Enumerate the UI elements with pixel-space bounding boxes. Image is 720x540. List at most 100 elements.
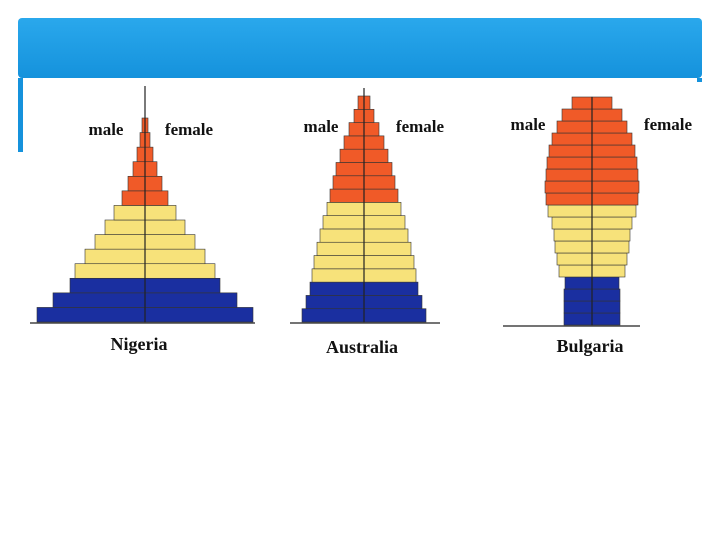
bar-male <box>311 268 365 283</box>
bar-male <box>136 146 146 163</box>
bar-male <box>335 162 365 177</box>
bar-female <box>144 161 158 177</box>
bar-female <box>363 135 385 150</box>
bar-male <box>357 95 365 110</box>
bar-female <box>591 300 621 314</box>
bar-female <box>591 264 626 278</box>
bar-female <box>591 192 639 206</box>
bar-male <box>74 263 146 279</box>
bar-male <box>563 288 593 302</box>
bar-female <box>363 228 409 243</box>
header-accent <box>18 78 23 152</box>
bar-female <box>363 108 375 123</box>
bar-female <box>144 190 169 206</box>
legend-male: male <box>304 117 339 136</box>
bar-female <box>363 95 371 110</box>
bar-female <box>363 241 412 256</box>
bar-male <box>558 264 593 278</box>
bar-female <box>591 144 636 158</box>
bar-female <box>591 228 631 242</box>
bar-female <box>591 120 628 134</box>
bar-male <box>551 216 593 230</box>
bar-male <box>329 188 365 203</box>
legend-female: female <box>396 117 445 136</box>
bar-female <box>144 277 221 294</box>
bar-female <box>363 188 399 203</box>
bar-female <box>363 255 415 270</box>
bar-male <box>551 132 593 146</box>
bar-female <box>144 234 196 250</box>
bar-male <box>36 307 146 323</box>
legend-male: male <box>511 115 546 134</box>
bar-male <box>52 292 146 308</box>
bar-female <box>591 108 623 122</box>
bar-female <box>363 295 423 310</box>
bar-male <box>571 96 593 110</box>
bar-female <box>363 281 419 296</box>
legend-female: female <box>165 120 214 139</box>
bar-male <box>132 161 146 177</box>
bar-male <box>348 122 365 137</box>
bar-male <box>121 190 146 206</box>
chart-title: Nigeria <box>111 334 168 354</box>
bar-male <box>545 168 593 182</box>
bar-female <box>591 168 639 182</box>
bar-male <box>326 202 365 216</box>
bar-male <box>563 300 593 314</box>
bar-male <box>305 295 365 310</box>
bar-male <box>104 219 146 235</box>
bar-male <box>94 234 146 250</box>
bar-male <box>301 308 365 323</box>
bar-male <box>322 215 365 230</box>
bar-female <box>144 175 163 192</box>
bar-male <box>113 205 146 221</box>
bar-female <box>144 219 186 235</box>
bar-male <box>339 148 365 163</box>
bar-female <box>591 96 613 110</box>
bar-female <box>591 204 637 218</box>
bar-female <box>363 215 406 230</box>
bar-female <box>363 162 393 177</box>
bar-female <box>363 148 389 163</box>
bar-male <box>563 312 593 326</box>
bar-male <box>84 248 146 265</box>
bar-male <box>554 240 593 254</box>
bar-female <box>144 307 254 323</box>
bar-female <box>591 132 633 146</box>
bar-male <box>332 175 365 190</box>
bar-female <box>144 292 238 308</box>
bar-male <box>353 108 365 123</box>
chart-title: Bulgaria <box>556 336 623 356</box>
bar-male <box>545 192 593 206</box>
header-bar <box>18 18 702 78</box>
bar-female <box>591 312 621 326</box>
bar-female <box>591 276 620 290</box>
bar-male <box>556 252 593 266</box>
bar-male <box>343 135 365 150</box>
bar-female <box>363 122 380 137</box>
bar-female <box>144 263 216 279</box>
bar-female <box>591 156 638 170</box>
bar-male <box>139 132 146 148</box>
bar-male <box>547 204 593 218</box>
bar-female <box>144 205 177 221</box>
bar-female <box>591 252 628 266</box>
bar-female <box>363 308 427 323</box>
bar-male <box>561 108 593 122</box>
bar-male <box>319 228 365 243</box>
bar-male <box>316 241 365 256</box>
bar-male <box>546 156 593 170</box>
bar-female <box>363 202 402 216</box>
bar-female <box>591 240 630 254</box>
bar-male <box>309 281 365 296</box>
chart-title: Australia <box>326 337 398 357</box>
bar-female <box>591 288 621 302</box>
legend-female: female <box>644 115 693 134</box>
bar-male <box>127 175 146 192</box>
bar-female <box>363 175 396 190</box>
bar-female <box>144 132 151 148</box>
bar-male <box>548 144 593 158</box>
bar-male <box>553 228 593 242</box>
bar-female <box>363 268 417 283</box>
